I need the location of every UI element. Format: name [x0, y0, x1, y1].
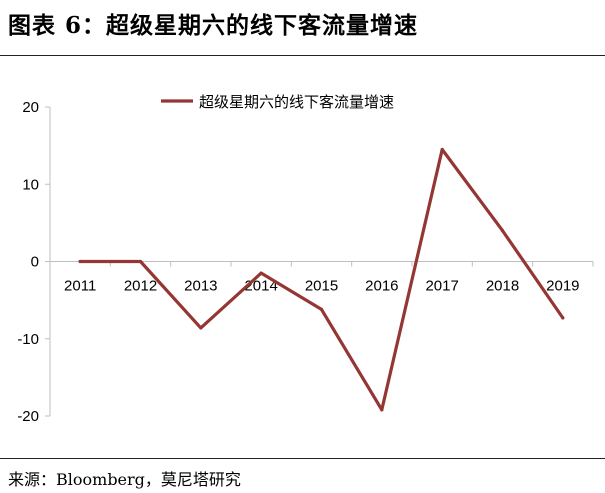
x-tick-label: 2018 [486, 278, 519, 295]
x-axis: 2011 2012 2013 2014 2015 2016 2017 2018 2019 [49, 261, 594, 295]
legend: 超级星期六的线下客流量增速 [161, 93, 394, 111]
data-point [440, 147, 444, 152]
data-point [199, 326, 203, 330]
y-axis: 20 10 0 -10 -20 [17, 99, 51, 425]
x-tick-label: 2019 [546, 278, 579, 295]
plot-area [78, 147, 565, 412]
bottom-rule [0, 458, 605, 459]
y-tick-label: -20 [17, 408, 39, 425]
data-point [259, 271, 263, 275]
x-tick-label: 2013 [184, 278, 217, 295]
y-tick-label: 20 [22, 99, 39, 116]
data-point [319, 307, 324, 311]
x-tick-label: 2015 [305, 278, 338, 295]
x-tick-label: 2011 [64, 278, 96, 295]
y-tick-label: 10 [22, 176, 39, 193]
y-tick-label: -10 [17, 331, 39, 348]
figure-title: 图表 6：超级星期六的线下客流量增速 [8, 12, 419, 39]
data-point [561, 316, 565, 320]
data-point [138, 259, 143, 264]
legend-label: 超级星期六的线下客流量增速 [199, 93, 394, 111]
data-point [78, 259, 82, 264]
top-rule [0, 55, 605, 56]
y-tick-label: 0 [31, 254, 39, 271]
source-note: 来源：Bloomberg，莫尼塔研究 [8, 470, 241, 489]
x-tick-label: 2017 [425, 278, 458, 295]
data-point [500, 229, 505, 233]
data-point [380, 408, 384, 412]
x-tick-label: 2012 [124, 278, 157, 295]
x-tick-label: 2016 [365, 278, 398, 295]
